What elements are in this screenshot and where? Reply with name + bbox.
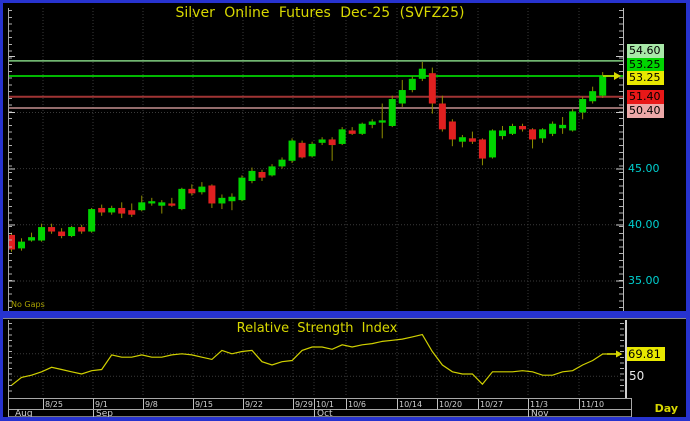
candle-body [498,130,506,137]
candle-body [488,130,496,158]
candle-body [188,188,196,194]
candle-body [348,130,356,134]
price-axis-label: 35.00 [628,273,660,287]
date-band-left-cap [8,398,9,417]
candle-body [98,207,106,213]
rsi-left-axis-ticks [9,323,12,396]
candle-body [549,123,557,134]
candle-body [238,177,246,201]
candle-body [78,227,86,232]
price-alert-badge[interactable]: 54.60 [627,43,664,58]
candle-body [68,227,76,237]
candle-body [398,90,406,104]
candle-body [478,139,486,159]
candle-body [58,231,66,237]
rsi-level-50-label: 50 [629,369,645,383]
date-band-right-cap [631,398,632,417]
candle-body [579,99,587,113]
date-band-top-line [8,398,632,399]
rsi-right-axis-ticks [620,323,624,396]
rsi-panel-title: Relative Strength Index [236,321,398,336]
main-right-axis-line [623,8,624,311]
candle-body [18,241,26,249]
rsi-left-axis-line [8,320,9,398]
candle-body [88,209,96,232]
candle-body [138,202,146,211]
candle-body [338,129,346,144]
rsi-panel-top-border [3,318,686,319]
candle-body [248,170,256,182]
candle-body [318,139,326,143]
candle-body [208,185,216,204]
candle-body [438,103,446,130]
price-alert-badge[interactable]: 53.25 [627,57,664,72]
window-frame-left [0,0,3,421]
candle-body [158,202,166,206]
candle-body [278,159,286,167]
candle-body [408,78,416,91]
no-gaps-label: No Gaps [11,300,45,309]
rsi-arrow-icon [616,350,623,358]
candle-body [168,203,176,206]
rsi-line [11,333,616,386]
candle-body [539,129,547,139]
candle-body [529,129,537,140]
candle-body [258,172,266,178]
price-alert-badge[interactable]: 50.40 [627,103,664,118]
candle-body [148,201,156,204]
candle-body [268,166,276,176]
price-axis-label: 45.00 [628,161,660,175]
date-band-mid-line [8,409,632,410]
candle-body [178,188,186,210]
candle-body [428,73,436,104]
candle-body [468,138,476,142]
candle-body [298,142,306,158]
candle-body [378,120,386,123]
rsi-right-axis-line [625,320,627,398]
price-alert-badge[interactable]: 51.40 [627,89,664,104]
candle-body [368,121,376,125]
window-frame-bottom [0,417,690,421]
candle-body [358,123,366,134]
candle-body [228,196,236,202]
last-price-badge: 53.25 [627,71,664,85]
candle-body [599,76,607,96]
candle-body [559,124,567,129]
candle-body [288,140,296,161]
main-right-axis-major-ticks [616,56,623,313]
main-left-axis-major-ticks [9,56,15,313]
candle-body [28,237,36,241]
candle-body [38,227,46,241]
candle-body [418,68,426,79]
window-frame-right [686,0,690,421]
candle-body [388,99,396,126]
main-chart-title: Silver Online Futures Dec-25 (SVFZ25) [175,5,465,21]
price-axis-label: 40.00 [628,217,660,231]
candle-body [589,91,597,102]
candle-body [519,125,527,130]
interval-day-button[interactable]: Day [654,402,678,415]
main-left-axis-line [8,8,9,311]
date-band-bottom-line [8,416,632,417]
candle-body [458,137,466,142]
candle-body [328,139,336,146]
candle-body [128,210,136,215]
candle-body [308,143,316,157]
candle-body [218,197,226,204]
candle-body [509,125,516,134]
window-frame-top [0,0,690,3]
candle-body [448,121,456,140]
candle-body [48,227,56,232]
candle-body [569,111,577,131]
window-frame-divider [0,311,690,318]
candle-body [198,186,206,193]
candle-body [108,207,116,213]
rsi-value-badge: 69.81 [627,347,665,361]
candle-body [118,207,126,214]
